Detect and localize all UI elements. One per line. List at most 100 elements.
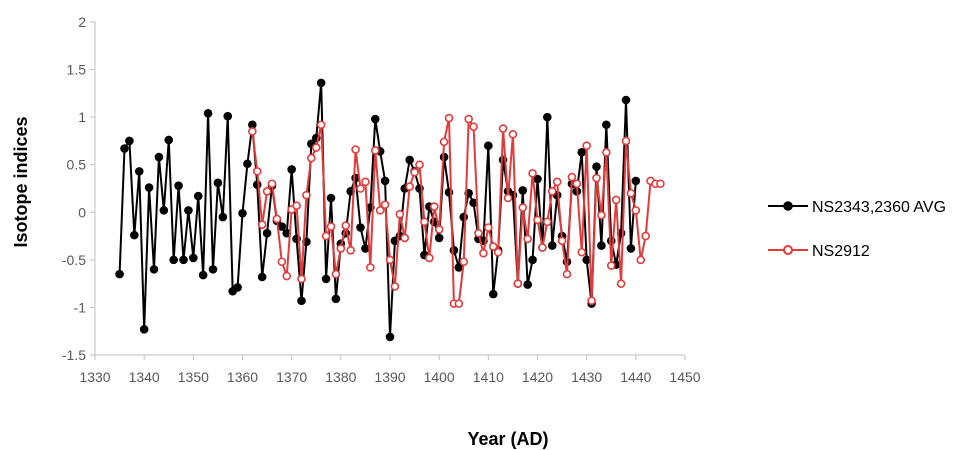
data-point-ns2912 — [592, 173, 601, 183]
data-point-ns2912 — [479, 248, 488, 258]
data-point-ns2912 — [631, 206, 641, 215]
data-point-ns2343-2360-avg — [164, 135, 174, 145]
data-point-ns2343-2360-avg — [213, 178, 223, 188]
data-point-ns2343-2360-avg — [208, 265, 218, 274]
data-point-ns2912 — [656, 179, 665, 189]
data-point-ns2343-2360-avg — [193, 191, 203, 201]
data-point-ns2343-2360-avg — [262, 228, 272, 238]
x-tick-label: 1370 — [276, 369, 307, 385]
y-tick-label: 0 — [78, 204, 86, 220]
data-point-ns2912 — [538, 243, 547, 252]
data-point-ns2343-2360-avg — [449, 246, 459, 255]
data-point-ns2912 — [621, 136, 631, 146]
data-point-ns2343-2360-avg — [331, 294, 341, 304]
data-point-ns2912 — [425, 253, 434, 263]
data-point-ns2912 — [641, 231, 650, 241]
data-point-ns2912 — [577, 247, 587, 257]
data-point-ns2912 — [420, 217, 429, 227]
y-tick-label: 1.5 — [67, 62, 87, 78]
data-point-ns2912 — [488, 242, 498, 251]
y-tick-label: 0.5 — [67, 157, 87, 173]
data-point-ns2912 — [277, 257, 287, 267]
data-point-ns2343-2360-avg — [592, 162, 601, 171]
data-point-ns2343-2360-avg — [484, 141, 493, 150]
data-point-ns2343-2360-avg — [385, 332, 395, 342]
data-point-ns2343-2360-avg — [174, 181, 183, 190]
x-tick-label: 1380 — [325, 369, 356, 385]
data-point-ns2912 — [307, 153, 316, 163]
data-point-ns2343-2360-avg — [626, 244, 636, 253]
data-point-ns2343-2360-avg — [577, 148, 587, 157]
data-point-ns2343-2360-avg — [238, 208, 247, 218]
data-point-ns2912 — [331, 269, 341, 279]
data-point-ns2912 — [597, 210, 606, 220]
x-tick-label: 1430 — [571, 369, 602, 385]
data-point-ns2343-2360-avg — [543, 112, 552, 122]
data-point-ns2912 — [602, 148, 611, 157]
data-point-ns2912 — [533, 215, 542, 225]
data-point-ns2912 — [311, 143, 321, 152]
data-point-ns2343-2360-avg — [370, 114, 380, 124]
data-point-ns2343-2360-avg — [144, 183, 154, 192]
data-point-ns2912 — [636, 255, 646, 265]
data-point-ns2912 — [503, 193, 513, 203]
legend-entry-ns2343-2360-avg: NS2343,2360 AVG — [768, 199, 946, 216]
data-point-ns2912 — [606, 261, 616, 270]
data-point-ns2912 — [626, 188, 636, 198]
data-point-ns2912 — [523, 234, 532, 244]
data-point-ns2343-2360-avg — [189, 253, 198, 263]
x-tick-label: 1360 — [227, 369, 258, 385]
data-point-ns2912 — [252, 167, 262, 176]
data-point-ns2343-2360-avg — [602, 120, 611, 130]
data-point-ns2912 — [390, 282, 400, 291]
data-point-ns2912 — [498, 124, 508, 133]
data-point-ns2343-2360-avg — [380, 176, 390, 186]
data-point-ns2343-2360-avg — [488, 289, 498, 299]
x-tick-label: 1390 — [374, 369, 405, 385]
data-point-ns2912 — [434, 225, 444, 234]
data-point-ns2912 — [582, 141, 591, 150]
y-tick-label: -0.5 — [62, 252, 86, 268]
data-point-ns2912 — [405, 182, 414, 191]
data-point-ns2343-2360-avg — [287, 165, 296, 174]
data-point-ns2912 — [272, 214, 282, 224]
series-ns2912 — [248, 113, 665, 308]
legend-entry-ns2912: NS2912 — [768, 243, 870, 260]
data-point-ns2912 — [415, 160, 424, 170]
data-point-ns2343-2360-avg — [125, 136, 134, 146]
data-point-ns2912 — [326, 222, 336, 231]
y-axis-title: Isotope indices — [11, 116, 31, 247]
data-point-ns2912 — [395, 209, 405, 219]
data-point-ns2343-2360-avg — [277, 222, 287, 231]
y-tick-label: 1 — [78, 109, 86, 125]
data-point-ns2343-2360-avg — [154, 152, 164, 162]
data-point-ns2912 — [508, 129, 518, 139]
data-point-ns2343-2360-avg — [257, 272, 267, 282]
data-point-ns2912 — [297, 274, 306, 284]
x-tick-label: 1440 — [620, 369, 651, 385]
data-point-ns2912 — [370, 146, 380, 155]
data-point-ns2912 — [572, 179, 582, 189]
data-point-ns2343-2360-avg — [316, 78, 326, 88]
data-point-ns2343-2360-avg — [120, 144, 129, 153]
data-point-ns2912 — [611, 195, 621, 205]
data-point-ns2912 — [356, 184, 365, 193]
data-point-ns2912 — [321, 231, 331, 241]
x-tick-label: 1450 — [669, 369, 700, 385]
data-point-ns2912 — [361, 177, 370, 187]
data-point-ns2343-2360-avg — [361, 244, 370, 253]
data-point-ns2912 — [439, 137, 449, 147]
data-point-ns2912 — [562, 269, 572, 279]
data-point-ns2912 — [459, 257, 469, 267]
data-point-ns2912 — [380, 200, 390, 209]
data-point-ns2912 — [484, 223, 493, 232]
legend-marker-ns2343-2360-avg — [783, 201, 793, 211]
data-point-ns2912 — [257, 220, 267, 229]
data-point-ns2912 — [444, 113, 454, 123]
data-point-ns2912 — [351, 145, 360, 154]
y-tick-label: 2 — [78, 14, 86, 30]
data-point-ns2912 — [282, 271, 292, 281]
data-point-ns2912 — [429, 202, 439, 211]
data-point-ns2912 — [366, 263, 375, 272]
legend-label-ns2343-2360-avg: NS2343,2360 AVG — [812, 199, 946, 216]
